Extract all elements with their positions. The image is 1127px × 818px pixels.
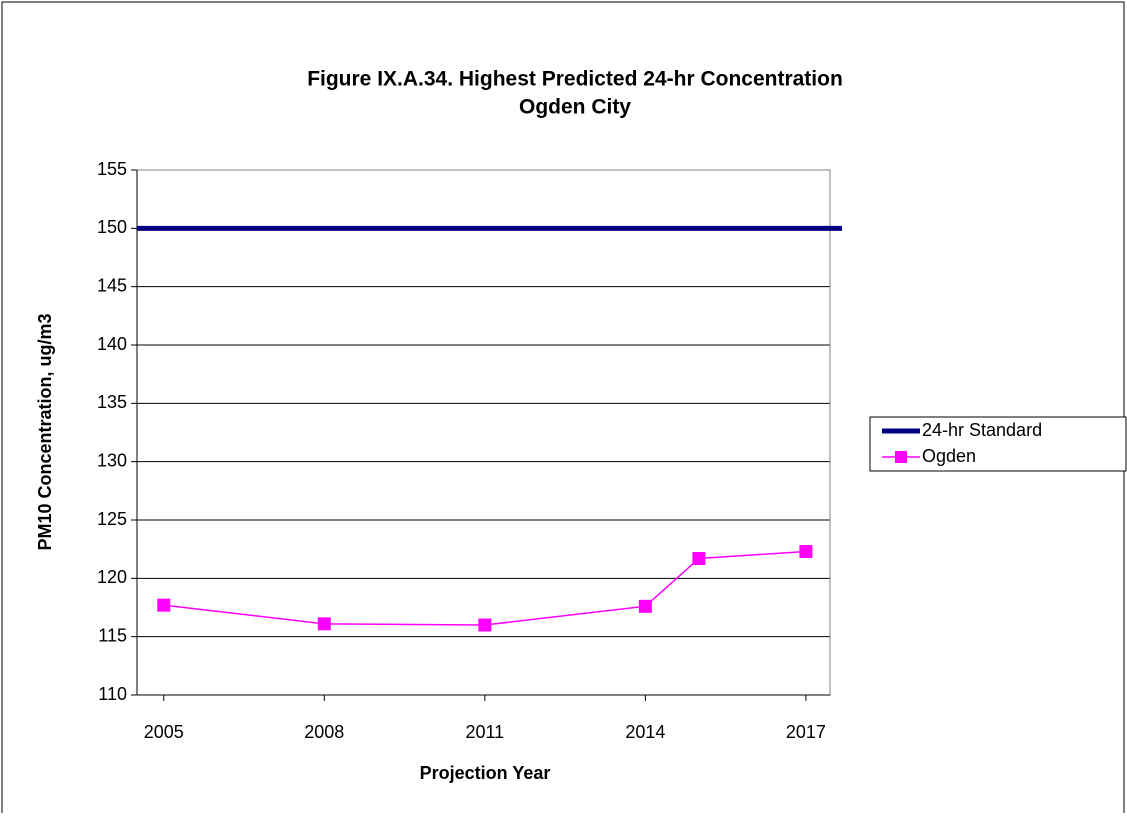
data-point — [638, 599, 652, 613]
y-tick-label: 140 — [97, 334, 127, 354]
data-line — [163, 550, 806, 626]
plot-area — [136, 169, 831, 696]
chart-title: Figure IX.A.34. Highest Predicted 24-hr … — [307, 68, 843, 91]
y-tick-label: 150 — [97, 217, 127, 237]
y-tick-label: 130 — [97, 450, 127, 470]
x-tick-label: 2005 — [144, 722, 184, 742]
y-tick-label: 155 — [97, 159, 127, 179]
data-point — [317, 617, 331, 631]
y-tick-label: 115 — [98, 625, 127, 645]
data-point — [692, 552, 706, 565]
y-tick-label: 135 — [97, 392, 127, 412]
legend-label: 24-hr Standard — [922, 420, 1042, 440]
data-point — [157, 598, 171, 612]
y-tick-label: 120 — [97, 567, 127, 587]
data-point — [478, 618, 492, 632]
data-point — [799, 545, 813, 558]
x-tick-label: 2008 — [304, 722, 344, 742]
x-tick-label: 2014 — [625, 722, 665, 742]
y-tick-label: 125 — [97, 509, 127, 529]
x-tick-label: 2017 — [786, 722, 826, 742]
x-axis-label: Projection Year — [420, 763, 551, 783]
legend-marker — [895, 451, 907, 463]
y-tick-label: 110 — [98, 684, 127, 704]
legend-box — [869, 416, 1127, 472]
legend-label: Ogden — [922, 446, 976, 466]
x-tick-label: 2011 — [465, 722, 504, 742]
chart-subtitle: Ogden City — [519, 96, 631, 119]
y-axis-label: PM10 Concentration, ug/m3 — [35, 313, 55, 550]
y-tick-label: 145 — [97, 275, 127, 295]
